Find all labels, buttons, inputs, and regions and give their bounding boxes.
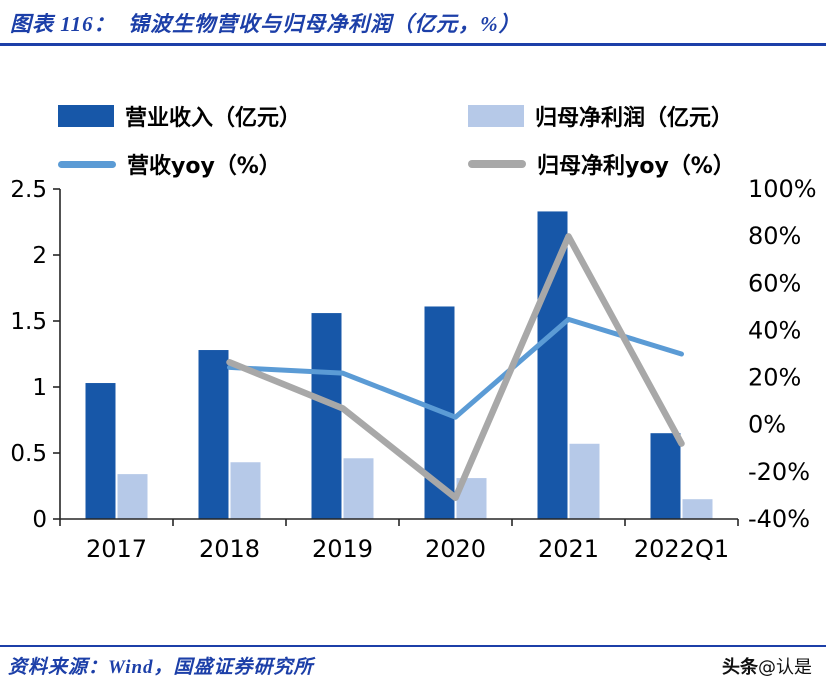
legend-item-net-profit: 归母净利润（亿元） <box>468 100 798 132</box>
chart-legend: 营业收入（亿元） 归母净利润（亿元） 营收yoy（%） 归母净利yoy（%） <box>58 100 798 180</box>
watermark-handle: @认是 <box>758 657 812 677</box>
x-axis-label: 2022Q1 <box>634 535 729 563</box>
y-axis-label: 2.5 <box>10 177 47 203</box>
watermark-brand: 头条 <box>722 657 758 677</box>
net-profit-yoy-line-swatch <box>468 160 526 168</box>
source-note: 资料来源：Wind，国盛证券研究所 <box>8 657 314 677</box>
legend-item-revenue-yoy: 营收yoy（%） <box>58 148 468 180</box>
bar <box>117 474 148 519</box>
bar <box>85 383 116 519</box>
right-axis-label: -20% <box>748 458 810 486</box>
right-axis-label: 80% <box>748 222 801 250</box>
x-axis-label: 2020 <box>425 535 486 563</box>
right-axis-label: 60% <box>748 269 801 297</box>
legend-item-revenue: 营业收入（亿元） <box>58 100 468 132</box>
chart-svg: 0 0.5 1 1.5 2 2.5 -40% -20% 0% 20% 40% 60% 80% 100% 20… <box>10 175 817 563</box>
x-axis-label: 2017 <box>86 535 147 563</box>
x-axis-label: 2019 <box>312 535 373 563</box>
line-series-net-profit-yoy <box>226 233 685 502</box>
bar <box>343 458 374 519</box>
right-axis-label: 100% <box>748 175 817 203</box>
title-divider <box>0 43 826 46</box>
y-axis-label: 1 <box>32 375 47 401</box>
x-axis-label: 2021 <box>538 535 599 563</box>
y-axis-label: 1.5 <box>10 309 47 335</box>
revenue-yoy-line-swatch <box>58 160 116 168</box>
right-axis-label: -40% <box>748 505 810 533</box>
legend-label-revenue-yoy: 营收yoy（%） <box>127 154 281 179</box>
bar <box>230 462 261 519</box>
y-axis-label: 2 <box>32 243 47 269</box>
right-axis-label: 40% <box>748 316 801 344</box>
y-axis-label: 0 <box>32 507 47 533</box>
footer-divider <box>0 645 826 647</box>
legend-item-net-profit-yoy: 归母净利yoy（%） <box>468 148 798 180</box>
bar <box>311 313 342 519</box>
x-axis-label: 2018 <box>199 535 260 563</box>
right-axis-label: 20% <box>748 364 801 392</box>
figure-title: 图表 116： 锦波生物营收与归母净利润（亿元，%） <box>10 12 521 36</box>
right-axis-label: 0% <box>748 411 786 439</box>
bar <box>537 211 568 519</box>
net-profit-bar-swatch <box>468 105 524 127</box>
bar <box>569 443 600 519</box>
bar <box>650 433 681 519</box>
bar <box>198 350 229 519</box>
line-series-revenue-yoy <box>227 316 684 420</box>
legend-label-revenue: 营业收入（亿元） <box>125 106 302 131</box>
y-axis-label: 0.5 <box>10 441 47 467</box>
bar-series-net-profit <box>117 443 713 519</box>
legend-label-net-profit: 归母净利润（亿元） <box>535 106 734 131</box>
bar <box>682 499 713 519</box>
watermark: 头条@认是 <box>722 653 812 677</box>
revenue-bar-swatch <box>58 105 114 127</box>
legend-label-net-profit-yoy: 归母净利yoy（%） <box>537 154 735 179</box>
